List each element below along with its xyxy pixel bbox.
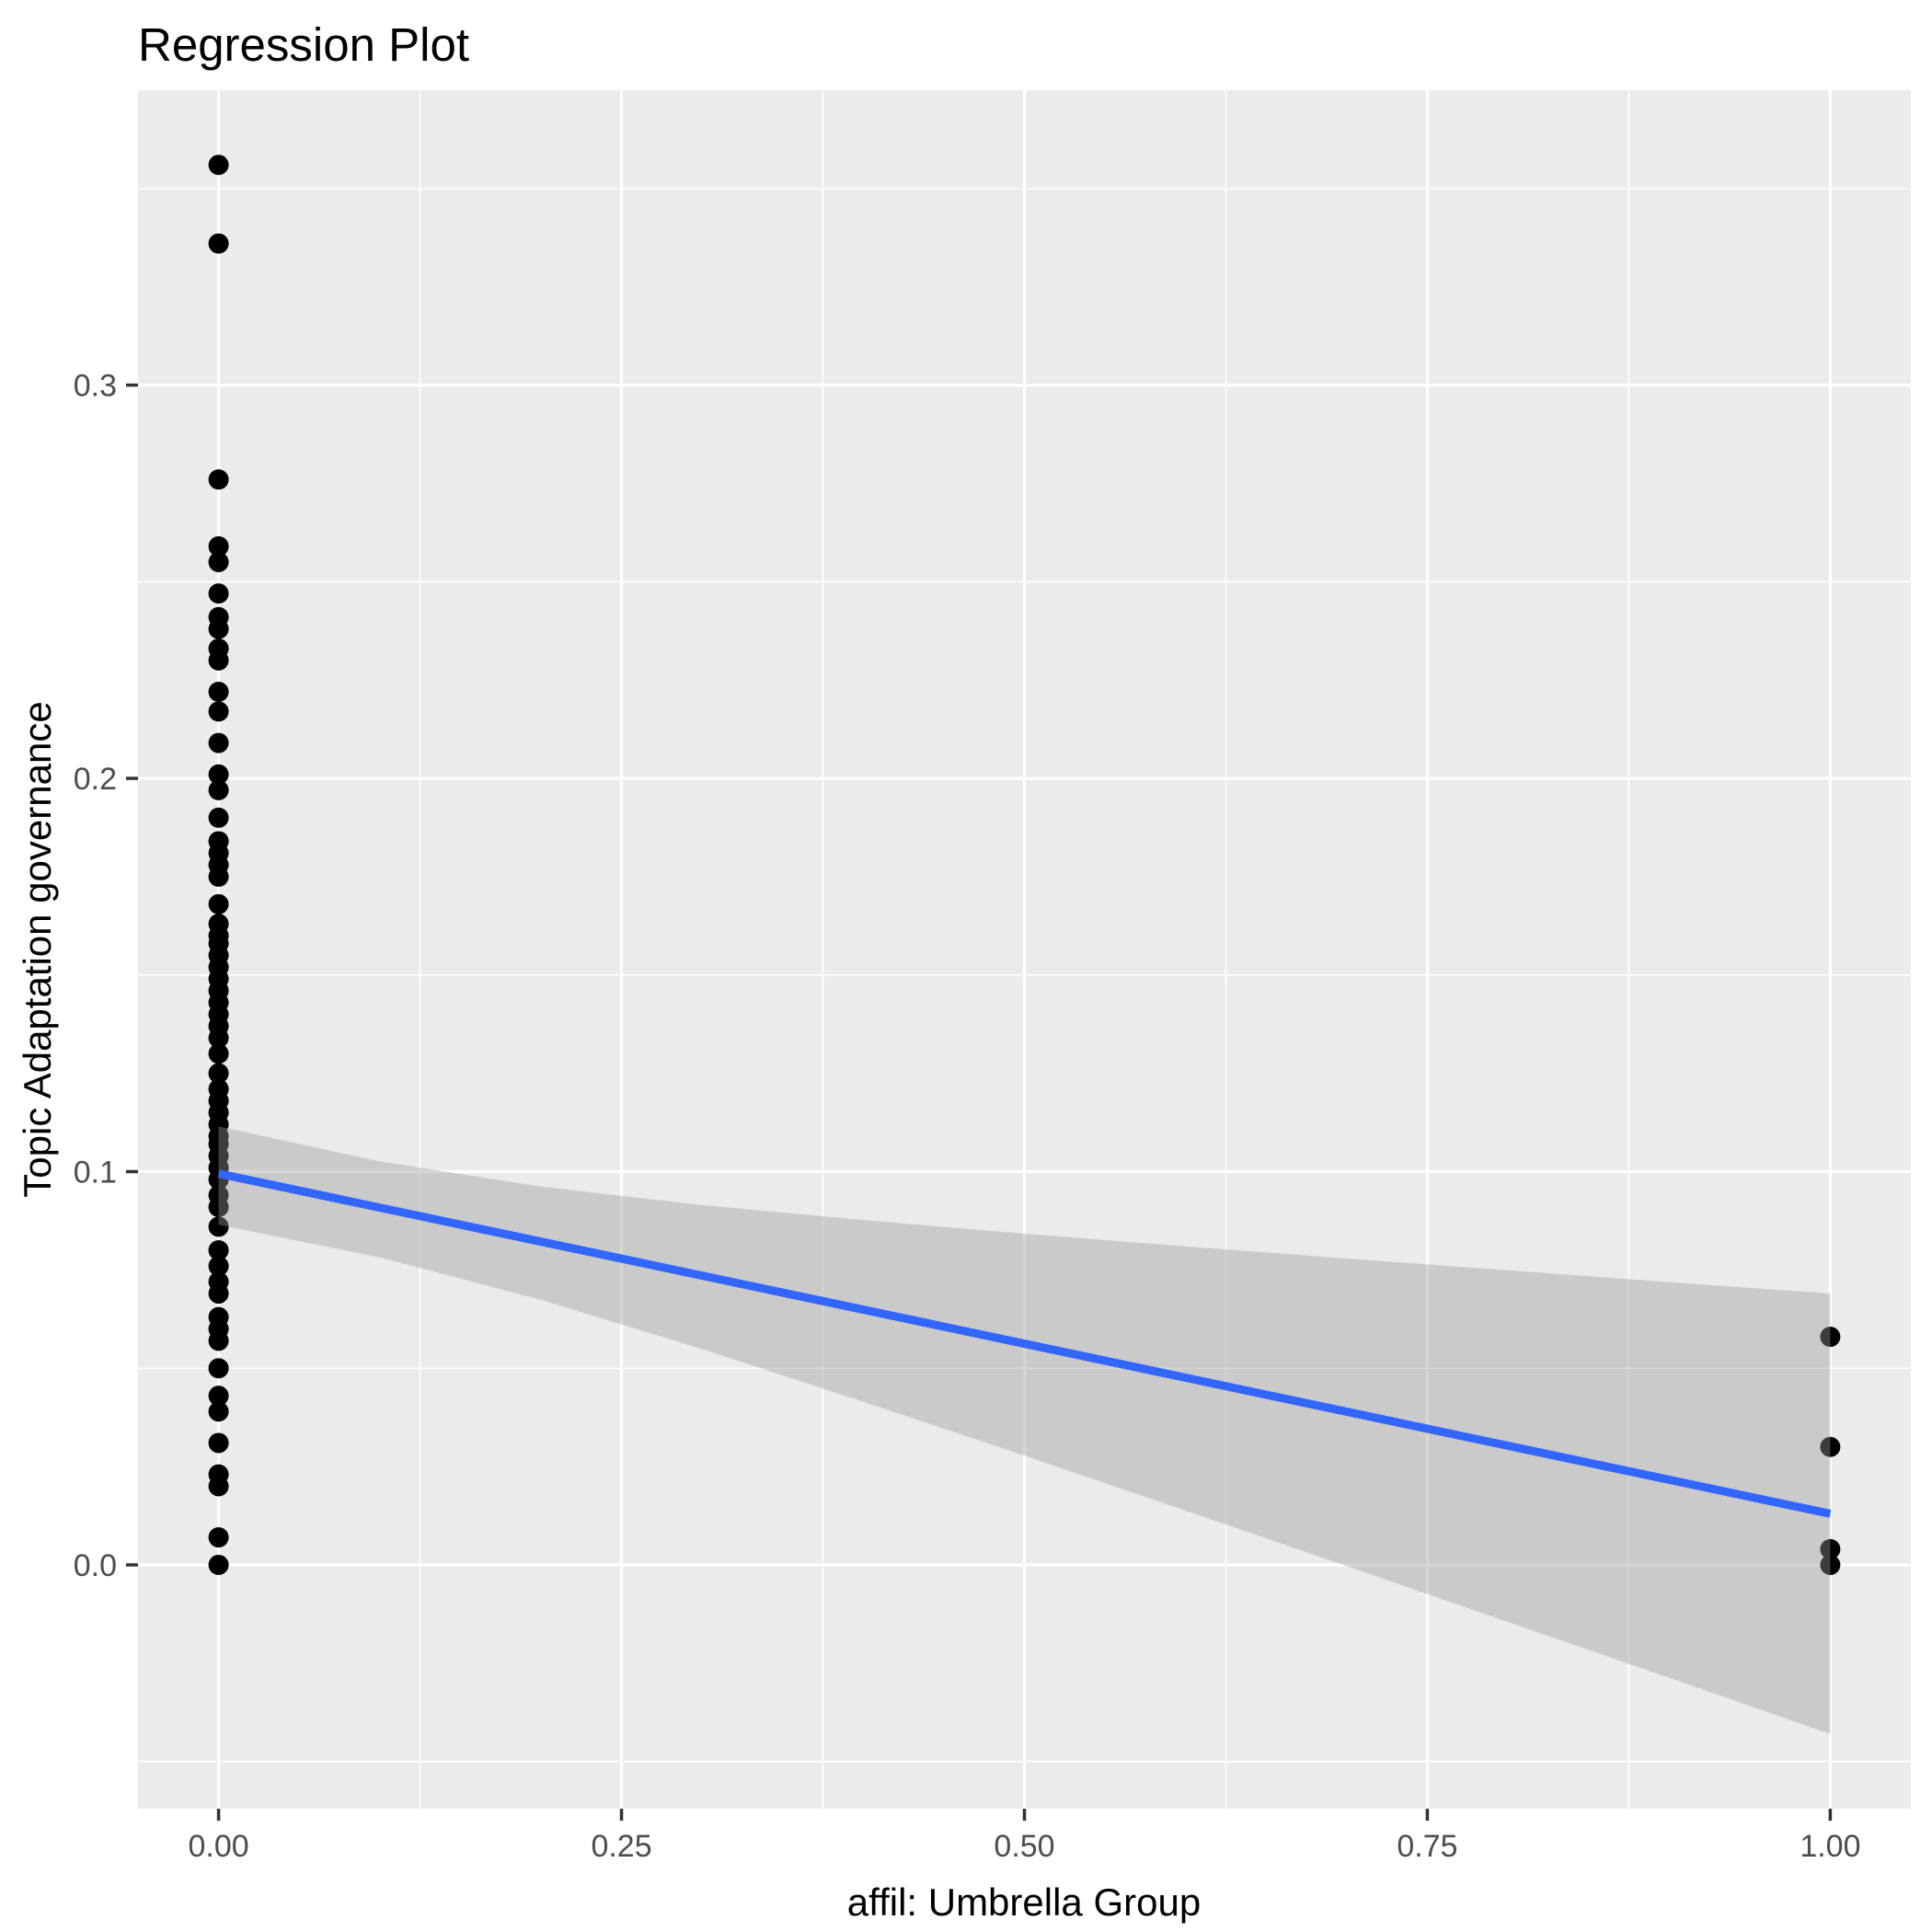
data-point bbox=[1820, 1327, 1841, 1348]
data-point bbox=[208, 682, 229, 703]
data-point bbox=[208, 535, 229, 557]
data-point bbox=[208, 1386, 229, 1407]
data-point bbox=[208, 650, 229, 671]
data-point bbox=[208, 1043, 229, 1064]
data-point bbox=[208, 583, 229, 604]
x-tick-label: 0.50 bbox=[994, 1829, 1054, 1864]
data-point bbox=[208, 1554, 229, 1575]
x-axis: 0.00 0.25 0.50 0.75 1.00 bbox=[188, 1809, 1861, 1864]
confidence-band-polygon bbox=[218, 1126, 1831, 1734]
y-tick-label: 0.3 bbox=[74, 369, 117, 404]
data-point bbox=[208, 618, 229, 639]
x-tick-label: 1.00 bbox=[1800, 1829, 1860, 1864]
regression-line-path bbox=[217, 1169, 1832, 1518]
data-point bbox=[208, 551, 229, 572]
data-point bbox=[208, 1527, 229, 1548]
data-point bbox=[208, 1240, 229, 1261]
data-point bbox=[208, 893, 229, 914]
data-point bbox=[1820, 1436, 1841, 1457]
data-point bbox=[1820, 1538, 1841, 1559]
y-tick-label: 0.0 bbox=[74, 1548, 117, 1583]
x-tick-label: 0.00 bbox=[188, 1829, 248, 1864]
data-point bbox=[208, 732, 229, 753]
data-point bbox=[208, 1063, 229, 1084]
x-tick-label: 0.75 bbox=[1397, 1829, 1457, 1864]
data-point bbox=[208, 1476, 229, 1497]
data-point bbox=[208, 155, 229, 176]
data-point bbox=[208, 866, 229, 887]
x-tick-label: 0.25 bbox=[591, 1829, 651, 1864]
data-point bbox=[208, 469, 229, 490]
data-point bbox=[208, 233, 229, 254]
data-point bbox=[208, 1283, 229, 1305]
data-point bbox=[208, 1330, 229, 1351]
data-point bbox=[208, 1358, 229, 1379]
data-point bbox=[208, 1256, 229, 1277]
data-point bbox=[208, 807, 229, 828]
data-point bbox=[208, 779, 229, 800]
y-tick-label: 0.1 bbox=[74, 1156, 117, 1190]
data-point bbox=[1820, 1554, 1841, 1575]
x-axis-title: affil: Umbrella Group bbox=[847, 1880, 1201, 1924]
chart-title: Regression Plot bbox=[138, 18, 469, 71]
confidence-band bbox=[218, 1126, 1831, 1734]
data-point bbox=[208, 1401, 229, 1422]
data-point bbox=[208, 701, 229, 722]
y-tick-label: 0.2 bbox=[74, 762, 117, 797]
data-point bbox=[208, 1196, 229, 1217]
regression-line bbox=[217, 1169, 1832, 1518]
data-point bbox=[208, 1216, 229, 1237]
data-point bbox=[208, 1028, 229, 1049]
y-axis-title: Topic Adaptation governance bbox=[16, 701, 59, 1197]
data-point bbox=[208, 1432, 229, 1454]
y-axis: 0.0 0.1 0.2 0.3 bbox=[74, 369, 138, 1583]
scatter-points bbox=[208, 155, 1841, 1575]
data-point bbox=[208, 764, 229, 785]
